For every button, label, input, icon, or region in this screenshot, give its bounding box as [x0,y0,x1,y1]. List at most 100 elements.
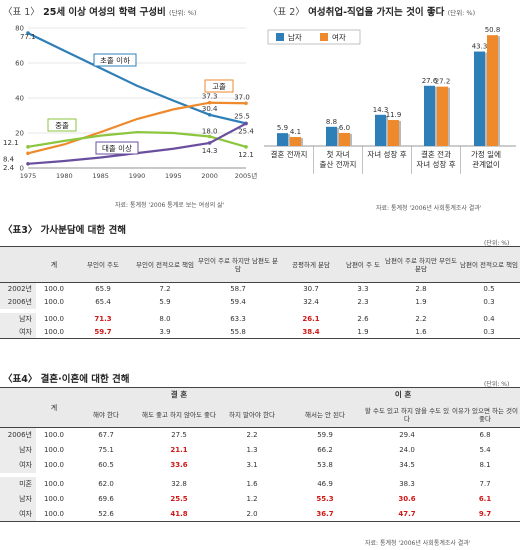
table-cell: 100.0 [43,480,65,488]
chart1-data-label: 30.4 [202,105,218,113]
chart1-tag: 〈표 1〉 [3,7,40,18]
chart1-x-tick-label: 1995 [165,172,182,180]
chart2-value-label: 27.2 [435,78,451,86]
row-label: 2006년 [0,427,36,443]
chart2-legend-label: 남자 [288,33,302,42]
chart2-value-label: 5.9 [277,124,288,132]
chart1-series-label-box [93,53,137,67]
table4-sub-header: 할 수도 있고 하지 않을 수도 있다 [364,402,451,428]
table4-sub-header: 해야 한다 [72,402,140,428]
table-cell: 60.5 [98,461,114,469]
chart1-data-label: 25.5 [234,112,250,120]
table3-header: 남편이 전적으로 책임 [458,246,520,283]
chart1-y-tick-label: 60 [15,60,24,68]
table-cell: 62.0 [98,480,114,488]
table-cell: 67.7 [98,431,114,440]
table-cell: 41.8 [170,509,188,518]
table-cell: 27.5 [171,431,187,440]
table-cell: 0.3 [483,298,495,306]
table3-header: 공평하게 분담 [280,246,342,283]
table-row: 남자 100.0 71.3 8.0 63.3 26.1 2.6 2.2 0.4 [0,312,520,326]
chart1-point [26,151,30,156]
table-cell: 3.3 [357,285,369,294]
chart2-unit: (단위: %) [447,9,476,17]
table3-header [0,246,36,283]
table-cell: 5.9 [159,298,171,306]
table-row: 여자 100.0 59.7 3.9 55.8 38.4 1.9 1.6 0.3 [0,325,520,339]
chart1-point [26,31,30,35]
row-label: 남자 [0,312,36,326]
table-cell: 2.2 [415,315,427,323]
table4-group-header-marriage: 결 혼 [72,387,287,403]
table-cell: 100.0 [43,298,65,306]
chart1-series-label: 고졸 [212,82,226,91]
table-cell: 1.9 [415,298,427,306]
table-row: 여자 100.0 52.6 41.8 2.0 36.7 47.7 9.7 [0,506,520,522]
chart2-bar-chart: 남자 여자 5.9 4.1 8.86.0 14.311.9 27.627.2 43.3 50.… [264,26,516,174]
chart1-data-label: 12.1 [238,151,254,159]
table-cell: 2.8 [415,285,427,294]
chart2-bar [474,51,485,147]
chart1-data-label: 25.4 [238,128,254,136]
chart2-category-label: 관계없이 [472,159,500,169]
chart1-series-label: 초졸 이하 [100,55,130,65]
table-row: 2002년 100.0 65.9 7.2 58.7 30.7 3.3 2.8 0.5 [0,282,520,296]
table-cell: 1.6 [246,480,258,488]
table-cell: 0.3 [483,327,495,336]
chart1-point [207,113,212,117]
table-cell: 1.2 [246,495,258,503]
chart1-data-label: 18.0 [202,128,218,136]
table-cell: 100.0 [43,431,65,440]
table-cell: 71.3 [94,315,112,323]
table4-sub-header: 하지 말아야 한다 [218,402,287,428]
chart2-legend-frame [267,29,361,45]
chart1-data-label: 77.1 [20,33,36,41]
chart1-data-label: 37.3 [202,93,218,101]
row-label: 2006년 [0,295,36,309]
chart1-series-label-box [204,79,234,93]
table-cell: 1.9 [357,327,369,336]
table-cell: 2.6 [357,315,369,323]
chart1-data-label: 12.1 [3,139,19,147]
table3-header: 계 [36,246,72,283]
chart2-legend-swatch [276,33,284,41]
chart2-bar [388,120,399,146]
chart2-bar [375,114,386,146]
row-label: 남자 [0,491,36,507]
table-cell: 59.9 [317,431,333,440]
table-cell: 58.7 [230,285,246,294]
chart1-title: 〈표 1〉 25세 이상 여성의 학력 구성비 (단위: %) [3,4,197,18]
chart1-y-tick-label: 0 [20,165,24,173]
chart1-source-note: 자료: 통계청 '2006 통계로 보는 여성의 삶' [115,202,225,209]
table-cell: 34.5 [399,461,415,469]
table3: 계 부인이 주도 부인이 전적으로 책임 부인이 주로 하지만 남편도 분담 공… [0,246,520,339]
chart2-bar [326,126,337,146]
table-cell: 26.1 [302,315,320,323]
chart2-value-label: 50.8 [485,26,501,34]
table-cell: 32.8 [171,480,187,488]
table-cell: 7.2 [159,285,171,294]
chart2-bar [487,35,498,146]
table-cell: 63.3 [230,315,246,323]
chart2-bar [437,86,448,146]
chart2-category-label: 출산 전까지 [320,159,357,169]
table-cell: 52.6 [98,509,114,518]
chart1-unit: (단위: %) [169,9,197,17]
table-row: 남자 100.0 69.6 25.5 1.2 55.3 30.6 6.1 [0,491,520,507]
table-cell: 47.7 [398,509,416,518]
chart1-x-tick-label: 1985 [92,172,109,180]
row-label: 여자 [0,325,36,339]
table-cell: 100.0 [43,285,65,294]
chart2-category-label: 결혼 전과 [421,149,451,159]
chart1-x-tick-label: 1980 [56,172,73,180]
chart1-data-label: 8.4 [3,155,15,163]
chart2-value-label: 4.1 [290,128,301,136]
chart1-point [207,134,212,139]
chart2-tag: 〈표 2〉 [268,7,305,18]
table4-sub-header: 이유가 있으면 하는 것이 좋다 [450,402,520,428]
table-cell: 6.1 [478,495,492,503]
table4-group-header-divorce: 이 혼 [286,387,520,403]
table4-corner [0,387,36,428]
table-cell: 0.5 [483,285,495,294]
chart1-title-text: 25세 이상 여성의 학력 구성비 [43,7,166,18]
